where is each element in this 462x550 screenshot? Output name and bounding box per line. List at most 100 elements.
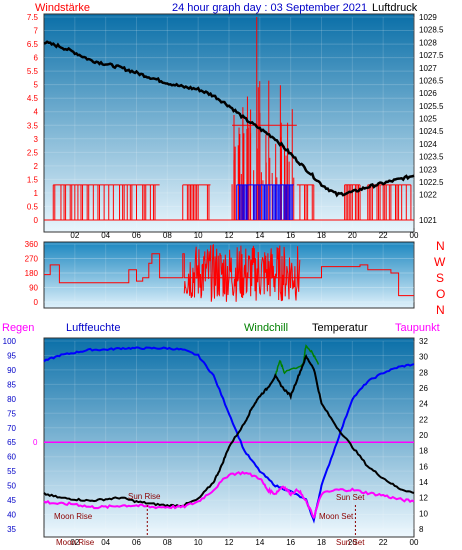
wind-label: Windstärke [35, 2, 90, 14]
wind-tick-label: 5 [34, 81, 39, 90]
bottom-hour-label: 20 [348, 538, 357, 547]
direction-tick-label: 90 [29, 284, 38, 293]
temperature-label: Temperatur [312, 322, 368, 334]
dewpoint-label: Taupunkt [395, 322, 440, 334]
bottom-hour-label: 00 [410, 538, 419, 547]
humidity-tick-label: 60 [7, 453, 16, 462]
humidity-tick-label: 90 [7, 366, 16, 375]
pressure-tick-label: 1022.5 [419, 178, 444, 187]
dir-label-n1: N [436, 239, 445, 253]
pressure-tick-label: 1029 [419, 13, 437, 22]
moonset-label: Moon Set [319, 512, 354, 521]
top-hour-label: 06 [132, 231, 141, 240]
direction-line [44, 253, 414, 297]
humidity-tick-label: 95 [7, 351, 16, 360]
sunset-axis-label: Sun Set [336, 538, 365, 547]
humidity-tick-label: 65 [7, 438, 16, 447]
dir-label-n2: N [436, 303, 445, 317]
wind-tick-label: 7 [34, 27, 39, 36]
pressure-tick-label: 1024 [419, 140, 437, 149]
bottom-hour-label: 02 [70, 538, 79, 547]
humidity-tick-label: 45 [7, 496, 16, 505]
direction-tick-label: 360 [25, 240, 39, 249]
temperature-tick-label: 30 [419, 353, 428, 362]
top-hour-label: 20 [348, 231, 357, 240]
top-hour-label: 22 [379, 231, 388, 240]
direction-tick-label: 270 [25, 255, 39, 264]
top-hour-label: 14 [255, 231, 264, 240]
humidity-tick-label: 55 [7, 467, 16, 476]
wind-tick-label: 3.5 [27, 121, 39, 130]
top-hour-label: 04 [101, 231, 110, 240]
humidity-tick-label: 70 [7, 424, 16, 433]
humidity-tick-label: 50 [7, 482, 16, 491]
wind-tick-label: 0 [34, 216, 39, 225]
top-hour-label: 02 [70, 231, 79, 240]
direction-tick-label: 180 [25, 269, 39, 278]
pressure-tick-label: 1026 [419, 89, 437, 98]
bottom-hour-label: 08 [163, 538, 172, 547]
humidity-tick-label: 100 [3, 337, 17, 346]
moonrise-axis-label: Moon Rise [56, 538, 95, 547]
temperature-tick-label: 16 [419, 462, 428, 471]
temperature-tick-label: 8 [419, 525, 424, 534]
pressure-tick-label: 1028.5 [419, 26, 444, 35]
pressure-line [43, 40, 415, 198]
direction-erratic [183, 243, 301, 302]
wind-tick-label: 2 [34, 162, 39, 171]
temperature-tick-label: 28 [419, 368, 428, 377]
rain-zero-label: 0 [33, 438, 38, 447]
pressure-tick-label: 1021 [419, 216, 437, 225]
wind-tick-label: 0.5 [27, 202, 39, 211]
bottom-hour-label: 14 [255, 538, 264, 547]
wind-tick-label: 4 [34, 108, 39, 117]
humidity-label: Luftfeuchte [66, 322, 120, 334]
top-hour-label: 00 [410, 231, 419, 240]
rain-label: Regen [2, 322, 34, 334]
pressure-tick-label: 1026.5 [419, 76, 444, 85]
wind-tick-label: 5.5 [27, 67, 39, 76]
wind-tick-label: 2.5 [27, 148, 39, 157]
temperature-tick-label: 14 [419, 478, 428, 487]
humidity-tick-label: 85 [7, 380, 16, 389]
sunset-label: Sun Set [336, 493, 365, 502]
temperature-tick-label: 22 [419, 415, 428, 424]
pressure-tick-label: 1027 [419, 64, 437, 73]
wind-tick-label: 1.5 [27, 175, 39, 184]
temperature-tick-label: 32 [419, 337, 428, 346]
temperature-tick-label: 18 [419, 447, 428, 456]
wind-tick-label: 6.5 [27, 40, 39, 49]
humidity-tick-label: 40 [7, 511, 16, 520]
top-hour-label: 10 [194, 231, 203, 240]
top-hour-label: 12 [225, 231, 234, 240]
bottom-hour-label: 18 [317, 538, 326, 547]
bottom-hour-label: 16 [286, 538, 295, 547]
wind-tick-label: 3 [34, 135, 39, 144]
bottom-panel [43, 337, 415, 538]
wind-tick-label: 7.5 [27, 13, 39, 22]
wind-tick-label: 1 [34, 189, 39, 198]
wind-tick-label: 4.5 [27, 94, 39, 103]
pressure-tick-label: 1023.5 [419, 153, 444, 162]
moonrise-label: Moon Rise [54, 512, 93, 521]
chart-title: 24 hour graph day : 03 September 2021 [172, 2, 367, 14]
dewpoint-line [43, 470, 415, 520]
top-hour-label: 18 [317, 231, 326, 240]
pressure-tick-label: 1028 [419, 38, 437, 47]
top-hour-label: 08 [163, 231, 172, 240]
temperature-tick-label: 20 [419, 431, 428, 440]
bottom-hour-label: 04 [101, 538, 110, 547]
pressure-tick-label: 1023 [419, 165, 437, 174]
humidity-line [43, 346, 415, 524]
dir-label-w: W [434, 255, 446, 269]
sunrise-label: Sun Rise [128, 492, 161, 501]
windchill-label: Windchill [244, 322, 288, 334]
pressure-tick-label: 1022 [419, 191, 437, 200]
dir-label-o: O [436, 287, 445, 301]
wind-tick-label: 6 [34, 54, 39, 63]
bottom-hour-label: 12 [225, 538, 234, 547]
humidity-tick-label: 75 [7, 409, 16, 418]
temperature-tick-label: 24 [419, 400, 428, 409]
bottom-hour-label: 06 [132, 538, 141, 547]
